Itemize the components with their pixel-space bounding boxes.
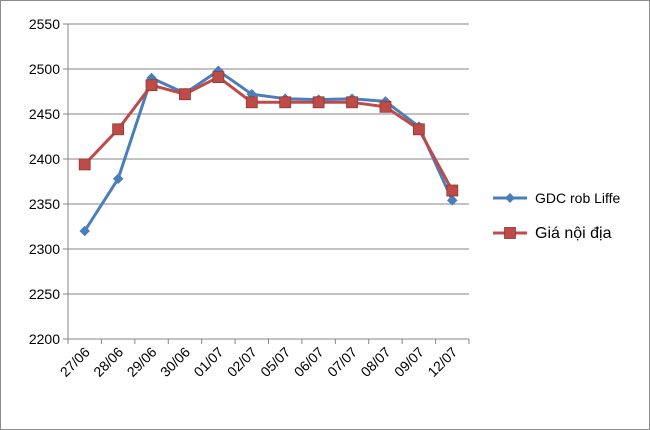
- x-tick-label: 29/06: [124, 344, 160, 380]
- data-point: [379, 100, 392, 113]
- data-point: [179, 88, 191, 101]
- y-tick-label: 2400: [29, 151, 60, 167]
- y-tick-label: 2250: [29, 286, 60, 302]
- x-tick-label: 02/07: [224, 344, 260, 380]
- x-tick-label: 05/07: [257, 344, 293, 380]
- axes: [63, 23, 470, 344]
- y-tick-labels: 2200 2250 2300 2350 2400 2450 2500 2550: [29, 16, 60, 347]
- data-point: [145, 79, 158, 92]
- y-tick-label: 2300: [29, 241, 60, 257]
- x-tick-label: 07/07: [324, 344, 360, 380]
- legend-marker: [505, 193, 515, 203]
- data-point: [245, 96, 258, 109]
- data-point: [212, 71, 225, 83]
- data-point: [346, 96, 358, 109]
- data-point: [446, 184, 459, 197]
- y-tick-label: 2450: [29, 106, 60, 122]
- data-point: [446, 195, 458, 206]
- legend-marker: [504, 227, 516, 239]
- gridlines: [68, 23, 469, 295]
- data-point: [112, 173, 124, 185]
- y-tick-label: 2500: [29, 61, 60, 77]
- data-point: [312, 96, 325, 109]
- series-line: [83, 69, 454, 232]
- x-tick-label: 01/07: [190, 344, 226, 380]
- x-tick-label: 12/07: [424, 344, 460, 380]
- legend-label: GDC rob Liffe: [535, 190, 621, 206]
- series-group: [78, 65, 459, 237]
- y-tick-label: 2550: [29, 16, 60, 32]
- legend-label: Giá nội địa: [535, 225, 612, 242]
- x-tick-label: 09/07: [391, 344, 427, 380]
- x-tick-labels: 27/0628/0629/0630/0601/0702/0705/0706/07…: [57, 344, 461, 380]
- data-point: [79, 225, 91, 237]
- y-tick-label: 2350: [29, 196, 60, 212]
- data-point: [279, 96, 292, 109]
- data-point: [78, 158, 91, 171]
- data-point: [112, 123, 125, 136]
- series-line: [83, 75, 454, 192]
- x-tick-label: 27/06: [57, 344, 93, 380]
- data-point: [412, 123, 425, 136]
- x-tick-label: 08/07: [357, 344, 393, 380]
- x-tick-label: 06/07: [291, 344, 327, 380]
- legend: GDC rob Liffe Giá nội địa: [493, 190, 621, 242]
- y-tick-label: 2200: [29, 331, 60, 347]
- x-tick-label: 28/06: [90, 344, 126, 380]
- x-tick-label: 30/06: [157, 344, 193, 380]
